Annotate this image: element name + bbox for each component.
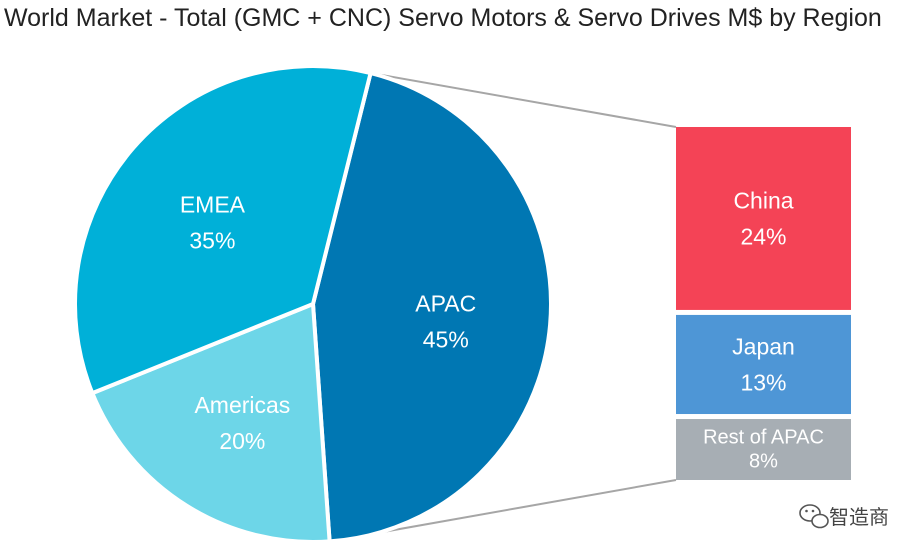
pie-value-americas: 20% — [219, 428, 265, 454]
pie-labels: APAC 45% Americas 20% EMEA 35% — [180, 192, 476, 454]
bar-value-japan: 13% — [740, 369, 786, 395]
chart-title: World Market - Total (GMC + CNC) Servo M… — [4, 4, 882, 32]
watermark-text: 智造商 — [829, 505, 889, 529]
bar-value-rest-of-apac: 8% — [749, 451, 778, 473]
bar-label-japan: Japan — [732, 333, 795, 359]
bar-segment-japan — [676, 314, 851, 415]
pie-label-emea: EMEA — [180, 192, 246, 218]
pie-slice-apac — [311, 71, 553, 544]
pie-slice-americas — [90, 302, 332, 544]
bar-value-china: 24% — [740, 223, 786, 249]
pie-value-apac: 45% — [423, 327, 469, 353]
pie-slice-emea — [73, 64, 373, 396]
bar-label-china: China — [733, 187, 793, 213]
bar-label-rest-of-apac: Rest of APAC — [703, 427, 824, 449]
pie-label-americas: Americas — [194, 392, 290, 418]
pie-value-emea: 35% — [189, 228, 235, 254]
pie-label-apac: APAC — [415, 291, 476, 317]
bar-segment-china — [676, 127, 851, 310]
watermark: 智造商 — [799, 504, 889, 529]
wechat-icon — [799, 504, 829, 529]
pie — [73, 64, 553, 544]
bar-segment-rest-of-apac — [676, 419, 851, 480]
connector-line-top — [370, 72, 677, 128]
